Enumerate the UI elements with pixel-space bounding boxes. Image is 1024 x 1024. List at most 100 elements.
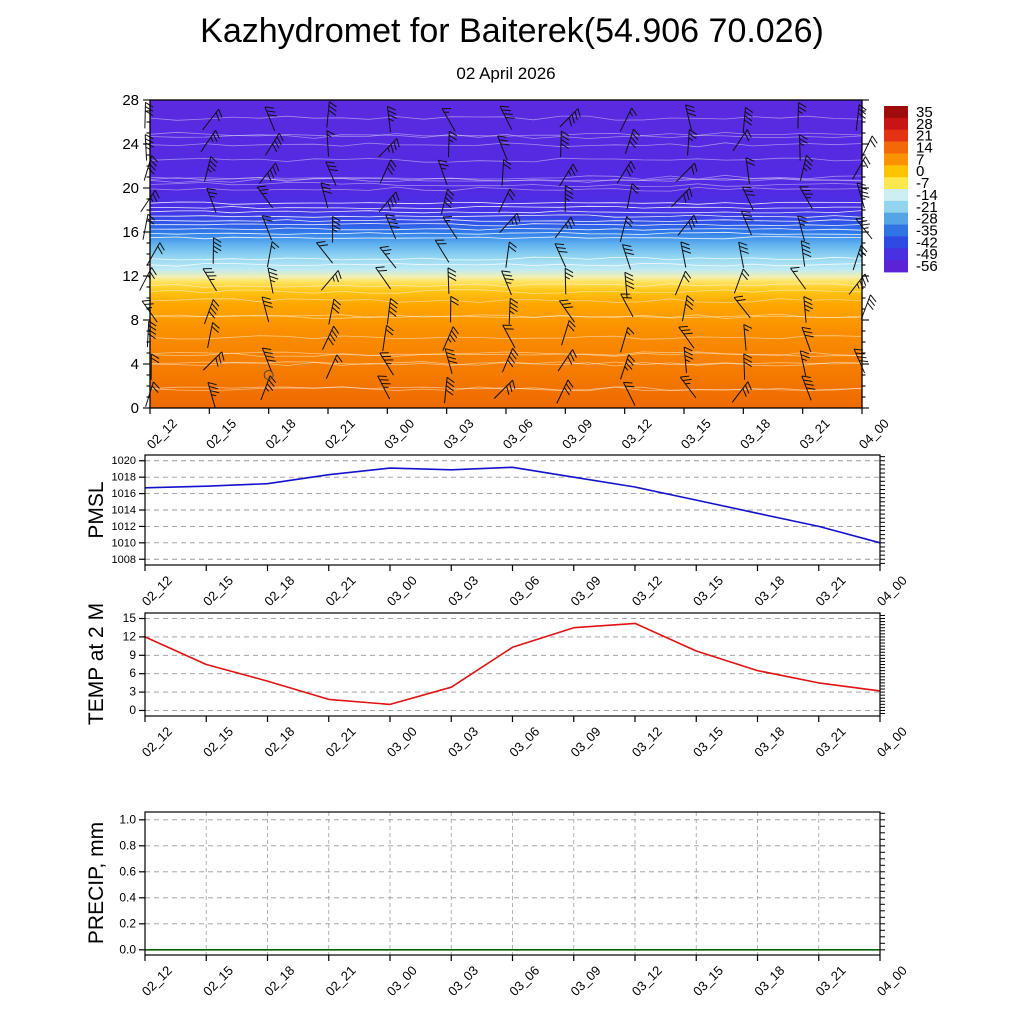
temp-at-2-m-line: [144, 622, 881, 706]
svg-text:1020: 1020: [112, 455, 136, 467]
pmsl-line: [144, 466, 881, 544]
svg-text:15: 15: [123, 611, 137, 625]
svg-text:8: 8: [131, 312, 139, 329]
svg-text:0.8: 0.8: [119, 838, 136, 852]
svg-text:03_12: 03_12: [629, 963, 665, 999]
svg-text:1010: 1010: [112, 537, 136, 549]
svg-text:02_15: 02_15: [200, 724, 236, 760]
svg-text:03_15: 03_15: [690, 724, 726, 760]
svg-text:03_18: 03_18: [751, 724, 787, 760]
svg-text:02_18: 02_18: [261, 573, 297, 609]
svg-text:3: 3: [129, 685, 136, 699]
svg-text:03_06: 03_06: [506, 573, 542, 609]
svg-text:1018: 1018: [112, 472, 136, 484]
svg-text:02_21: 02_21: [322, 416, 358, 452]
svg-text:0.6: 0.6: [119, 864, 136, 878]
svg-text:03_00: 03_00: [384, 724, 420, 760]
svg-text:03_09: 03_09: [567, 573, 603, 609]
svg-text:1.0: 1.0: [119, 812, 136, 826]
svg-text:03_15: 03_15: [678, 416, 714, 452]
svg-text:03_00: 03_00: [381, 416, 417, 452]
svg-text:-28: -28: [916, 211, 938, 228]
svg-text:0.0: 0.0: [119, 942, 136, 956]
svg-text:-21: -21: [916, 199, 938, 216]
svg-text:6: 6: [129, 666, 136, 680]
svg-text:03_06: 03_06: [506, 963, 542, 999]
svg-text:-14: -14: [916, 187, 938, 204]
svg-text:03_12: 03_12: [629, 573, 665, 609]
svg-text:1014: 1014: [112, 505, 136, 517]
svg-text:14: 14: [916, 140, 933, 157]
svg-text:03_09: 03_09: [567, 963, 603, 999]
svg-text:35: 35: [916, 104, 933, 121]
svg-text:03_15: 03_15: [690, 963, 726, 999]
svg-text:7: 7: [916, 151, 924, 168]
svg-text:1012: 1012: [112, 521, 136, 533]
svg-text:21: 21: [916, 128, 933, 145]
svg-text:03_21: 03_21: [812, 963, 848, 999]
svg-text:02_18: 02_18: [261, 963, 297, 999]
svg-text:02_21: 02_21: [322, 573, 358, 609]
svg-text:1008: 1008: [112, 554, 136, 566]
svg-text:02_21: 02_21: [322, 963, 358, 999]
svg-text:03_06: 03_06: [500, 416, 536, 452]
svg-text:0: 0: [131, 400, 139, 417]
svg-text:03_03: 03_03: [445, 573, 481, 609]
svg-text:16: 16: [122, 224, 139, 241]
svg-text:-49: -49: [916, 246, 938, 263]
svg-text:02_12: 02_12: [139, 573, 175, 609]
svg-text:04_00: 04_00: [874, 573, 910, 609]
svg-text:03_12: 03_12: [618, 416, 654, 452]
wind-barbs: [139, 101, 878, 408]
svg-text:0: 0: [916, 163, 924, 180]
svg-text:-35: -35: [916, 223, 938, 240]
svg-text:03_03: 03_03: [440, 416, 476, 452]
svg-text:03_09: 03_09: [559, 416, 595, 452]
svg-text:28: 28: [916, 116, 933, 133]
svg-text:02_21: 02_21: [322, 724, 358, 760]
svg-text:4: 4: [131, 356, 139, 373]
svg-text:-42: -42: [916, 234, 938, 251]
time-axis-labels: 02_12 02_15 02_18 02_21 03_00 03_03 03_06 03_09…: [139, 955, 910, 999]
station-marker: [263, 370, 274, 380]
precip-mm-panel: 0.0 0.2 0.4 0.6 0.8 1.0 02_12 02_15 02_18 02_21 03…: [119, 811, 910, 999]
svg-text:03_15: 03_15: [690, 573, 726, 609]
svg-text:02_12: 02_12: [139, 963, 175, 999]
svg-text:03_00: 03_00: [384, 573, 420, 609]
svg-text:03_12: 03_12: [629, 724, 665, 760]
svg-text:03_06: 03_06: [506, 724, 542, 760]
svg-text:03_00: 03_00: [384, 963, 420, 999]
svg-text:20: 20: [122, 180, 139, 197]
svg-text:-56: -56: [916, 258, 938, 275]
svg-text:04_00: 04_00: [874, 724, 910, 760]
svg-text:1016: 1016: [112, 488, 136, 500]
svg-text:9: 9: [129, 648, 136, 662]
time-axis-labels: 02_12 02_15 02_18 02_21 03_00 03_03 03_06 03_09…: [144, 408, 892, 452]
svg-text:03_18: 03_18: [751, 573, 787, 609]
time-axis-labels: 02_12 02_15 02_18 02_21 03_00 03_03 03_06 03_09…: [139, 565, 910, 609]
svg-text:04_00: 04_00: [856, 416, 892, 452]
svg-text:03_18: 03_18: [751, 963, 787, 999]
svg-text:02_15: 02_15: [200, 573, 236, 609]
svg-text:03_21: 03_21: [812, 724, 848, 760]
svg-text:03_03: 03_03: [445, 963, 481, 999]
svg-text:02_12: 02_12: [144, 416, 180, 452]
svg-text:04_00: 04_00: [874, 963, 910, 999]
date-subtitle: 02 April 2026: [456, 64, 556, 83]
temp-at-2-m-panel: 0 3 6 9 12 15 02_12 02_15 02_18 02_21 03_00 03_03 03…: [123, 611, 910, 760]
svg-text:28: 28: [122, 92, 139, 109]
svg-text:02_18: 02_18: [262, 416, 298, 452]
svg-text:03_09: 03_09: [567, 724, 603, 760]
svg-text:0.2: 0.2: [119, 916, 136, 930]
svg-text:03_03: 03_03: [445, 724, 481, 760]
page-title: Kazhydromet for Baiterek(54.906 70.026): [200, 12, 824, 50]
svg-text:0.4: 0.4: [119, 890, 136, 904]
svg-text:-7: -7: [916, 175, 929, 192]
svg-text:02_12: 02_12: [139, 724, 175, 760]
svg-text:03_21: 03_21: [812, 573, 848, 609]
svg-text:0: 0: [129, 703, 136, 717]
